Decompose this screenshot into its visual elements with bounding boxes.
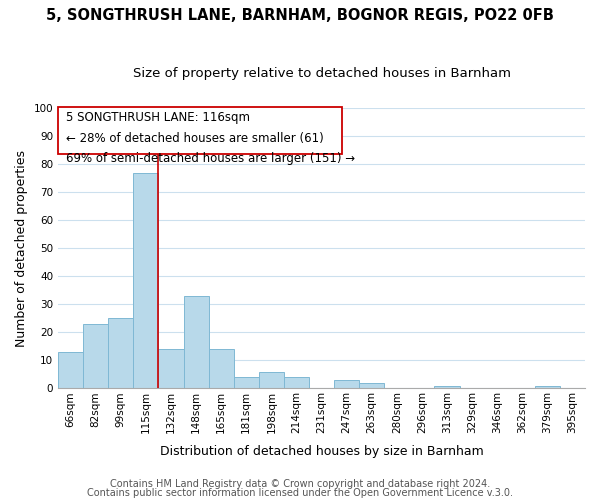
Bar (284, 378, 309, 388)
X-axis label: Distribution of detached houses by size in Barnham: Distribution of detached houses by size … (160, 444, 484, 458)
Bar (209, 349, 233, 389)
Bar (233, 378, 259, 388)
Text: Contains public sector information licensed under the Open Government Licence v.: Contains public sector information licen… (87, 488, 513, 498)
Text: 5, SONGTHRUSH LANE, BARNHAM, BOGNOR REGIS, PO22 0FB: 5, SONGTHRUSH LANE, BARNHAM, BOGNOR REGI… (46, 8, 554, 22)
Title: Size of property relative to detached houses in Barnham: Size of property relative to detached ho… (133, 68, 511, 80)
Bar (133, 172, 158, 388)
Bar (184, 296, 209, 388)
Bar (58, 352, 83, 389)
Bar (535, 386, 560, 388)
Bar (259, 372, 284, 388)
Text: 69% of semi-detached houses are larger (151) →: 69% of semi-detached houses are larger (… (65, 152, 355, 164)
Bar (334, 380, 359, 388)
Bar (83, 324, 108, 388)
Text: 5 SONGTHRUSH LANE: 116sqm: 5 SONGTHRUSH LANE: 116sqm (65, 111, 250, 124)
Bar (359, 383, 384, 388)
Bar (158, 349, 184, 389)
Text: ← 28% of detached houses are smaller (61): ← 28% of detached houses are smaller (61… (65, 132, 323, 145)
Y-axis label: Number of detached properties: Number of detached properties (15, 150, 28, 347)
Bar (434, 386, 460, 388)
Bar (108, 318, 133, 388)
Text: Contains HM Land Registry data © Crown copyright and database right 2024.: Contains HM Land Registry data © Crown c… (110, 479, 490, 489)
Bar (58, 106, 341, 154)
